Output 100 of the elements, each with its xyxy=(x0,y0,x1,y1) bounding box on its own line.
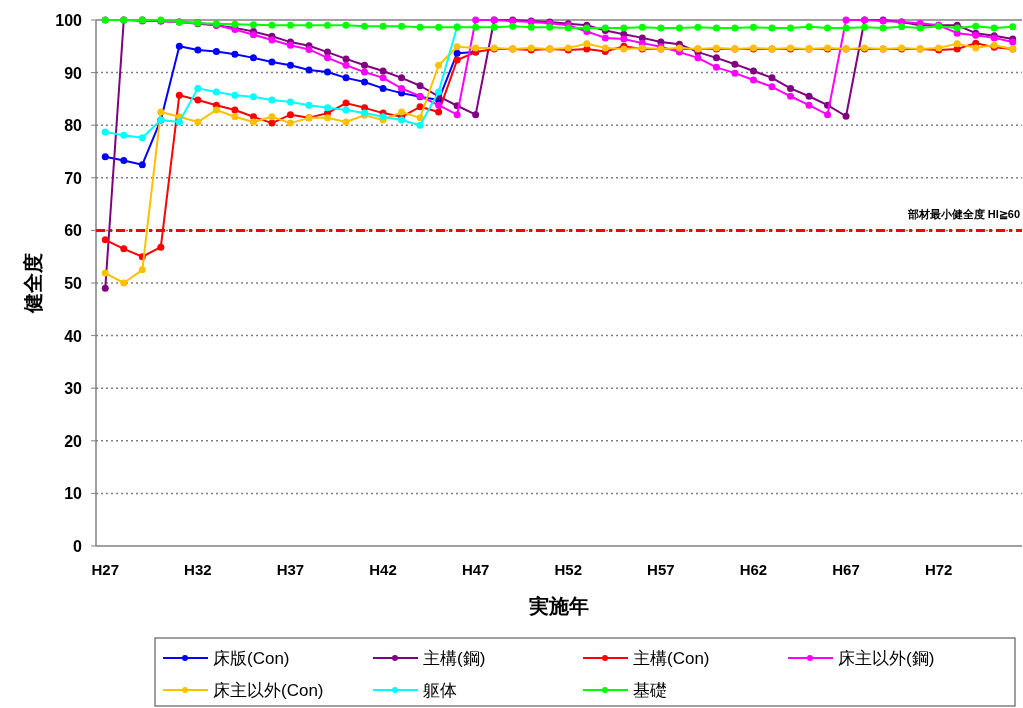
point xyxy=(268,96,276,104)
x-tick-label: H67 xyxy=(832,561,860,578)
y-tick-label: 60 xyxy=(64,222,83,240)
point xyxy=(435,108,443,116)
y-tick-label: 90 xyxy=(64,64,83,82)
point xyxy=(620,35,628,43)
x-tick-label: H52 xyxy=(554,561,583,578)
point xyxy=(749,76,757,84)
point xyxy=(453,111,461,119)
point xyxy=(712,54,720,62)
point xyxy=(972,22,980,30)
point xyxy=(472,44,480,52)
legend-label: 床主以外(鋼) xyxy=(838,649,935,668)
point xyxy=(249,21,257,29)
y-tick-label: 70 xyxy=(64,169,83,187)
x-axis-title: 実施年 xyxy=(528,595,589,617)
point xyxy=(175,42,183,50)
point xyxy=(787,24,794,32)
y-axis-title: 健全度 xyxy=(22,253,44,314)
point xyxy=(398,74,406,82)
point xyxy=(101,153,109,161)
point xyxy=(101,236,109,244)
point xyxy=(824,111,832,119)
point xyxy=(379,84,387,92)
point xyxy=(638,23,646,31)
point xyxy=(398,84,406,92)
point xyxy=(638,34,646,42)
point xyxy=(268,58,276,66)
point xyxy=(268,119,276,127)
point xyxy=(194,118,202,126)
point xyxy=(731,24,739,32)
point xyxy=(416,23,424,31)
point xyxy=(472,16,480,24)
point xyxy=(194,46,202,54)
point xyxy=(342,21,350,29)
point xyxy=(249,113,257,121)
point xyxy=(268,36,276,44)
point xyxy=(953,40,961,48)
point xyxy=(342,55,350,63)
y-tick-label: 80 xyxy=(64,117,83,135)
point xyxy=(416,114,424,122)
point xyxy=(268,113,276,121)
point xyxy=(749,23,757,31)
point xyxy=(749,67,757,75)
y-tick-label: 10 xyxy=(64,485,83,503)
point xyxy=(194,96,202,104)
point xyxy=(249,93,257,101)
point xyxy=(249,118,257,126)
y-tick-label: 30 xyxy=(64,380,83,398)
point xyxy=(342,99,350,107)
point xyxy=(101,269,109,277)
point xyxy=(768,74,776,82)
point xyxy=(620,24,628,32)
x-tick-label: H57 xyxy=(647,561,675,578)
point xyxy=(212,88,220,96)
point xyxy=(212,106,220,114)
point xyxy=(768,24,776,32)
point xyxy=(324,68,331,76)
point xyxy=(286,111,294,119)
point xyxy=(342,74,350,82)
point xyxy=(768,83,776,91)
point xyxy=(268,21,276,29)
point xyxy=(824,24,832,32)
point xyxy=(472,111,480,119)
y-tick-label: 100 xyxy=(55,12,83,29)
point xyxy=(231,91,239,99)
point xyxy=(379,67,387,75)
point xyxy=(435,88,443,96)
point xyxy=(805,101,813,109)
point xyxy=(805,92,813,100)
point xyxy=(509,22,517,30)
point xyxy=(435,101,443,109)
point xyxy=(286,61,294,69)
point xyxy=(342,106,350,114)
point xyxy=(898,23,906,31)
x-tick-label: H72 xyxy=(924,561,953,578)
point xyxy=(101,128,109,136)
point xyxy=(305,66,313,74)
point xyxy=(231,50,239,58)
point xyxy=(527,23,535,31)
point xyxy=(453,43,461,51)
point xyxy=(138,134,146,142)
point xyxy=(361,61,369,69)
point xyxy=(416,82,424,90)
point xyxy=(194,84,202,92)
x-tick-label: H47 xyxy=(461,561,490,578)
y-tick-label: 40 xyxy=(64,327,83,345)
point xyxy=(712,24,720,32)
x-tick-label: H37 xyxy=(276,561,305,578)
point xyxy=(324,54,331,62)
point xyxy=(694,23,702,31)
point xyxy=(342,61,350,69)
y-tick-label: 20 xyxy=(64,432,83,450)
point xyxy=(379,22,387,30)
ref-line-label: 部材最小健全度 HI≧60 xyxy=(906,208,1020,221)
x-tick-label: H27 xyxy=(91,561,120,578)
point xyxy=(157,243,165,251)
point xyxy=(675,24,683,32)
point xyxy=(435,23,443,31)
point xyxy=(324,114,331,122)
